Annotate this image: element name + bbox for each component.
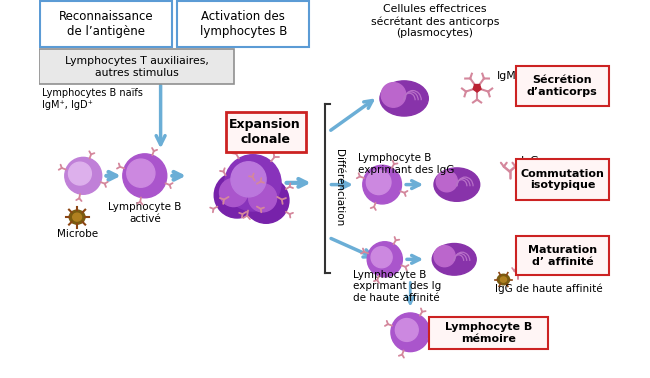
Polygon shape (473, 85, 481, 92)
FancyBboxPatch shape (226, 112, 306, 152)
FancyBboxPatch shape (429, 318, 549, 349)
Text: IgG: IgG (521, 156, 540, 166)
Text: Différenciation: Différenciation (334, 149, 344, 227)
Ellipse shape (69, 210, 85, 224)
Text: Expansion
clonale: Expansion clonale (229, 118, 301, 146)
Circle shape (363, 165, 402, 204)
Circle shape (65, 157, 101, 194)
Text: Lymphocyte B
exprimant des IgG: Lymphocyte B exprimant des IgG (358, 153, 454, 175)
Ellipse shape (73, 213, 81, 221)
FancyBboxPatch shape (515, 66, 609, 106)
Text: Lymphocytes B naïfs
IgM⁺, IgD⁺: Lymphocytes B naïfs IgM⁺, IgD⁺ (42, 88, 143, 110)
Circle shape (214, 172, 260, 218)
Text: Lymphocyte B
exprimant des Ig
de haute affinité: Lymphocyte B exprimant des Ig de haute a… (353, 270, 441, 303)
Text: IgG de haute affinité: IgG de haute affinité (495, 283, 603, 294)
Circle shape (248, 184, 277, 212)
Text: Lymphocytes T auxiliaires,
autres stimulus: Lymphocytes T auxiliaires, autres stimul… (65, 56, 209, 77)
Text: Maturation
d’ affinité: Maturation d’ affinité (528, 245, 597, 266)
Circle shape (243, 178, 289, 223)
Ellipse shape (434, 168, 480, 201)
Text: Activation des
lymphocytes B: Activation des lymphocytes B (200, 10, 287, 38)
Text: IgM: IgM (497, 71, 516, 81)
Text: Commutation
isotypique: Commutation isotypique (521, 169, 604, 190)
Circle shape (123, 154, 167, 198)
Circle shape (367, 242, 402, 277)
Ellipse shape (500, 277, 506, 282)
Text: Sécrétion
d’anticorps: Sécrétion d’anticorps (527, 75, 598, 97)
Circle shape (220, 178, 248, 207)
Circle shape (434, 246, 455, 267)
Ellipse shape (432, 243, 476, 275)
Circle shape (68, 162, 92, 185)
Text: Lymphocyte B
mémoire: Lymphocyte B mémoire (445, 322, 532, 344)
Circle shape (371, 247, 392, 268)
Circle shape (436, 171, 458, 192)
Circle shape (381, 83, 406, 107)
Text: Cellules effectrices
sécrétant des anticorps
(plasmocytes): Cellules effectrices sécrétant des antic… (370, 5, 499, 38)
Text: Microbe: Microbe (57, 229, 98, 239)
FancyBboxPatch shape (39, 49, 235, 84)
FancyBboxPatch shape (515, 159, 609, 200)
Circle shape (225, 155, 281, 211)
Ellipse shape (380, 81, 428, 116)
Ellipse shape (497, 274, 510, 285)
Circle shape (231, 162, 266, 197)
Circle shape (127, 159, 155, 187)
FancyBboxPatch shape (515, 237, 609, 275)
Circle shape (391, 313, 430, 352)
Text: Lymphocyte B
activé: Lymphocyte B activé (108, 202, 181, 224)
Circle shape (395, 319, 418, 341)
Circle shape (367, 170, 391, 195)
Text: Reconnaissance
de l’antigène: Reconnaissance de l’antigène (58, 10, 153, 38)
